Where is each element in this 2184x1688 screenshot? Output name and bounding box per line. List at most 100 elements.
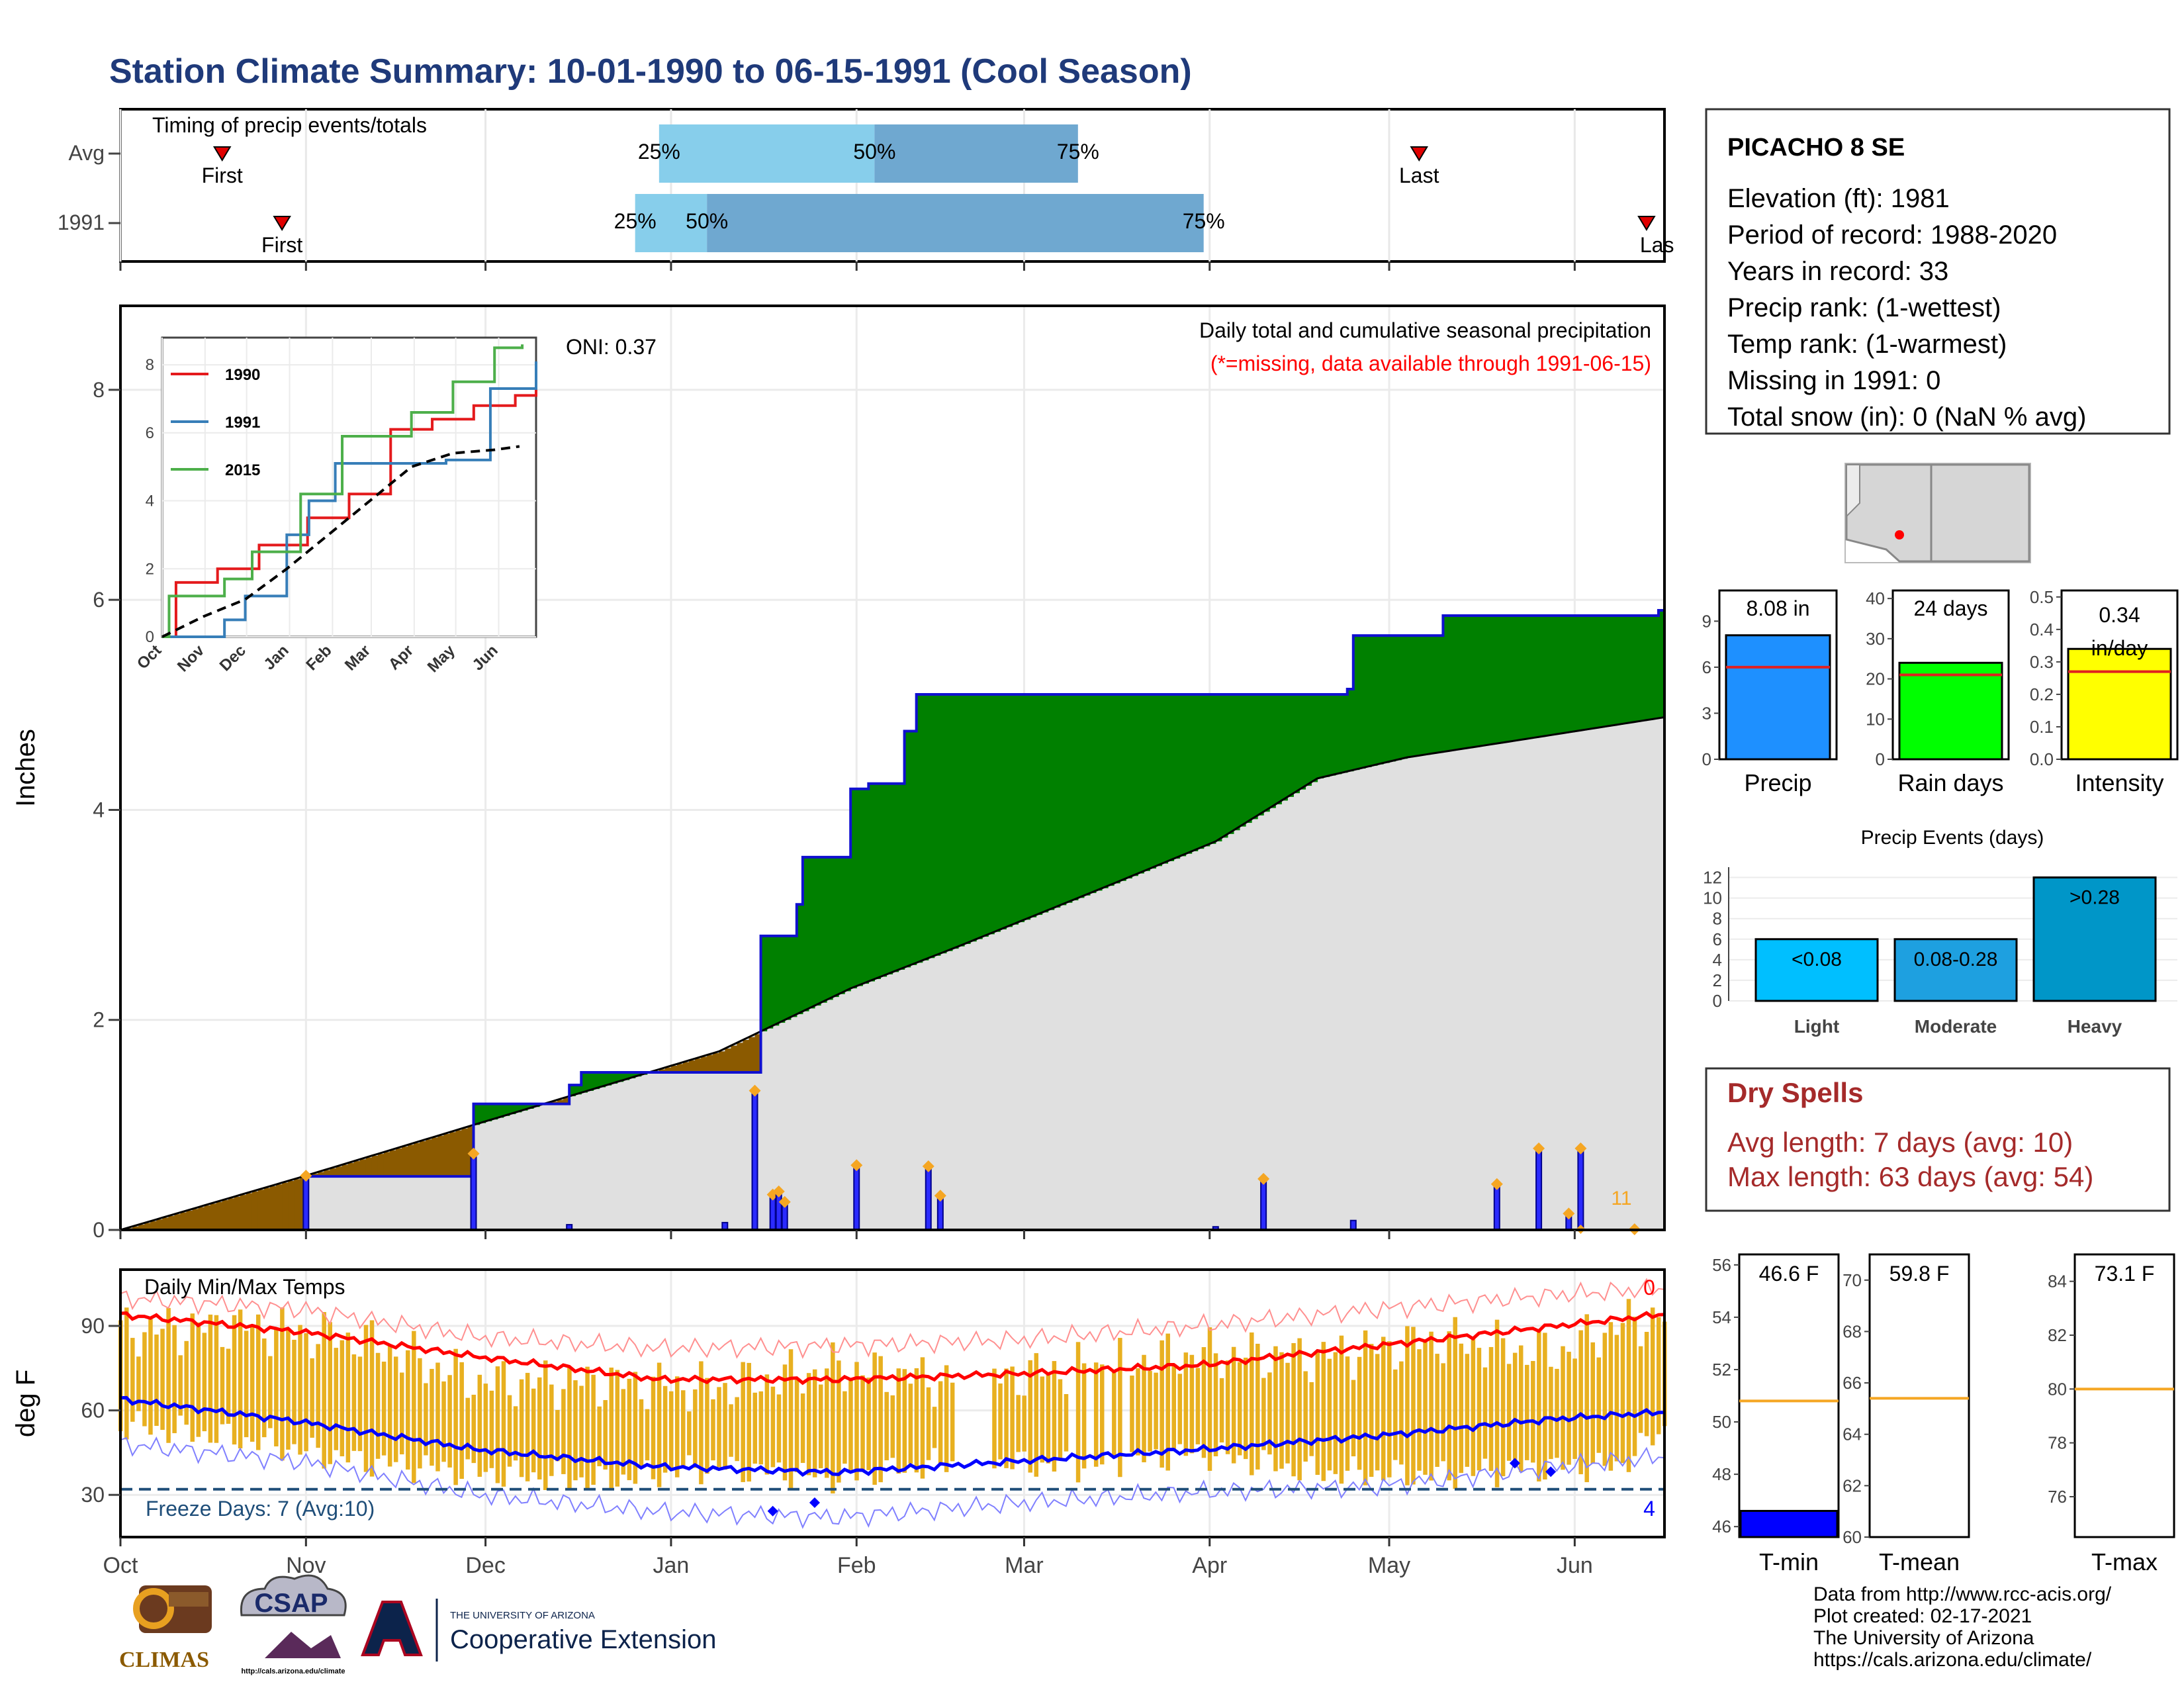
surplus-band bbox=[886, 783, 893, 974]
surplus-band bbox=[1108, 694, 1115, 886]
daily-temp-range-bar bbox=[579, 1385, 584, 1477]
surplus-band bbox=[1275, 694, 1282, 805]
surplus-band bbox=[790, 935, 797, 1017]
temp-summary-category: T-max bbox=[2091, 1548, 2158, 1575]
daily-temp-range-bar bbox=[459, 1362, 464, 1479]
deficit-band bbox=[180, 1212, 187, 1230]
daily-temp-range-bar bbox=[615, 1370, 620, 1487]
surplus-band bbox=[1089, 694, 1097, 894]
surplus-band bbox=[934, 694, 941, 956]
temp-summary-category: T-mean bbox=[1879, 1548, 1960, 1575]
daily-temp-range-bar bbox=[1291, 1342, 1296, 1477]
daily-temp-range-bar bbox=[1549, 1366, 1553, 1460]
surplus-band bbox=[982, 694, 989, 937]
daily-temp-range-bar bbox=[1160, 1340, 1164, 1468]
surplus-band bbox=[1185, 694, 1193, 854]
surplus-band bbox=[1024, 694, 1031, 920]
freeze-day-marker bbox=[1509, 1458, 1520, 1469]
deficit-band bbox=[341, 1164, 349, 1177]
daily-temp-range-bar bbox=[1034, 1353, 1039, 1477]
surplus-band bbox=[1437, 635, 1444, 753]
deficit-band bbox=[216, 1201, 223, 1230]
daily-temp-range-bar bbox=[1567, 1352, 1571, 1465]
events-category-label: Moderate bbox=[1915, 1016, 1997, 1037]
deficit-band bbox=[251, 1191, 259, 1230]
surplus-band bbox=[970, 694, 977, 942]
daily-temp-range-bar bbox=[130, 1338, 135, 1422]
daily-temp-range-bar bbox=[1285, 1362, 1290, 1464]
daily-temp-range-bar bbox=[1369, 1344, 1374, 1477]
temp-summary-value: 46.6 F bbox=[1759, 1262, 1819, 1286]
surplus-band bbox=[605, 1072, 612, 1086]
surplus-band bbox=[1539, 615, 1545, 737]
events-bar bbox=[1893, 938, 2018, 1002]
surplus-band bbox=[916, 694, 923, 963]
summary-ytick-label: 0.1 bbox=[2030, 717, 2054, 737]
deficit-band bbox=[383, 1152, 390, 1177]
last-marker bbox=[1410, 146, 1429, 162]
surplus-band bbox=[1173, 694, 1181, 859]
daily-max-marker bbox=[1490, 1178, 1503, 1190]
daily-temp-range-bar bbox=[160, 1329, 165, 1430]
daily-temp-range-bar bbox=[674, 1376, 680, 1477]
daily-temp-range-bar bbox=[603, 1400, 608, 1470]
daily-temp-range-bar bbox=[1555, 1368, 1559, 1458]
surplus-band bbox=[1574, 615, 1582, 731]
deficit-band bbox=[719, 1051, 725, 1073]
daily-temp-range-bar bbox=[1602, 1333, 1608, 1466]
deficit-band bbox=[353, 1161, 361, 1177]
summary-ytick-label: 6 bbox=[1702, 657, 1711, 677]
surplus-band bbox=[1341, 694, 1348, 773]
daily-temp-range-bar bbox=[543, 1360, 548, 1490]
temp-summary-bar bbox=[1739, 1509, 1839, 1538]
surplus-band bbox=[898, 783, 905, 970]
surplus-band bbox=[1239, 694, 1246, 827]
daily-temp-range-bar bbox=[878, 1356, 883, 1483]
precip-ytick-label: 4 bbox=[93, 798, 105, 821]
first-marker bbox=[212, 146, 232, 162]
station-info-line: Temp rank: (1-warmest) bbox=[1727, 330, 2007, 359]
summary-value-label: 24 days bbox=[1913, 596, 1987, 620]
surplus-band bbox=[802, 857, 809, 1011]
daily-temp-range-bar bbox=[662, 1385, 668, 1473]
surplus-band bbox=[527, 1103, 534, 1109]
surplus-band bbox=[910, 731, 917, 965]
daily-precip-bar bbox=[302, 1176, 310, 1231]
deficit-band bbox=[749, 1037, 756, 1073]
events-bar-label: <0.08 bbox=[1792, 949, 1842, 970]
daily-temp-range-bar bbox=[651, 1376, 656, 1479]
surplus-band bbox=[1317, 694, 1324, 778]
surplus-band bbox=[1120, 694, 1126, 881]
csap-logo-url: http://cals.arizona.edu/climate bbox=[241, 1667, 345, 1675]
daily-temp-range-bar bbox=[1411, 1327, 1416, 1485]
surplus-band bbox=[976, 694, 983, 939]
daily-temp-range-bar bbox=[1465, 1354, 1470, 1467]
month-label: Dec bbox=[465, 1553, 505, 1578]
dry-spells-title: Dry Spells bbox=[1727, 1077, 1863, 1108]
precip-ytick-label: 2 bbox=[93, 1008, 105, 1032]
deficit-band bbox=[701, 1056, 707, 1073]
daily-temp-range-bar bbox=[1315, 1352, 1320, 1476]
surplus-band bbox=[1431, 635, 1437, 754]
daily-temp-range-bar bbox=[831, 1342, 835, 1494]
surplus-band bbox=[1323, 694, 1330, 777]
daily-temp-range-bar bbox=[375, 1352, 381, 1459]
temp-ytick-label: 60 bbox=[81, 1399, 105, 1423]
surplus-band bbox=[1646, 615, 1653, 720]
summary-bar bbox=[2067, 647, 2172, 761]
deficit-band bbox=[144, 1223, 151, 1230]
daily-temp-range-bar bbox=[1250, 1332, 1254, 1476]
daily-temp-range-bar bbox=[1471, 1338, 1476, 1476]
daily-temp-range-bar bbox=[250, 1325, 255, 1442]
surplus-band bbox=[952, 694, 959, 949]
surplus-band bbox=[1527, 615, 1533, 739]
deficit-band bbox=[150, 1221, 157, 1230]
temp-summary-ytick-label: 68 bbox=[1843, 1321, 1862, 1341]
deficit-band bbox=[414, 1143, 420, 1177]
inset-ytick-label: 8 bbox=[146, 356, 154, 374]
daily-temp-range-bar bbox=[1207, 1327, 1212, 1471]
daily-temp-range-bar bbox=[148, 1319, 153, 1435]
surplus-band bbox=[1514, 615, 1522, 741]
daily-temp-range-bar bbox=[1136, 1368, 1140, 1456]
surplus-band bbox=[1197, 694, 1205, 849]
